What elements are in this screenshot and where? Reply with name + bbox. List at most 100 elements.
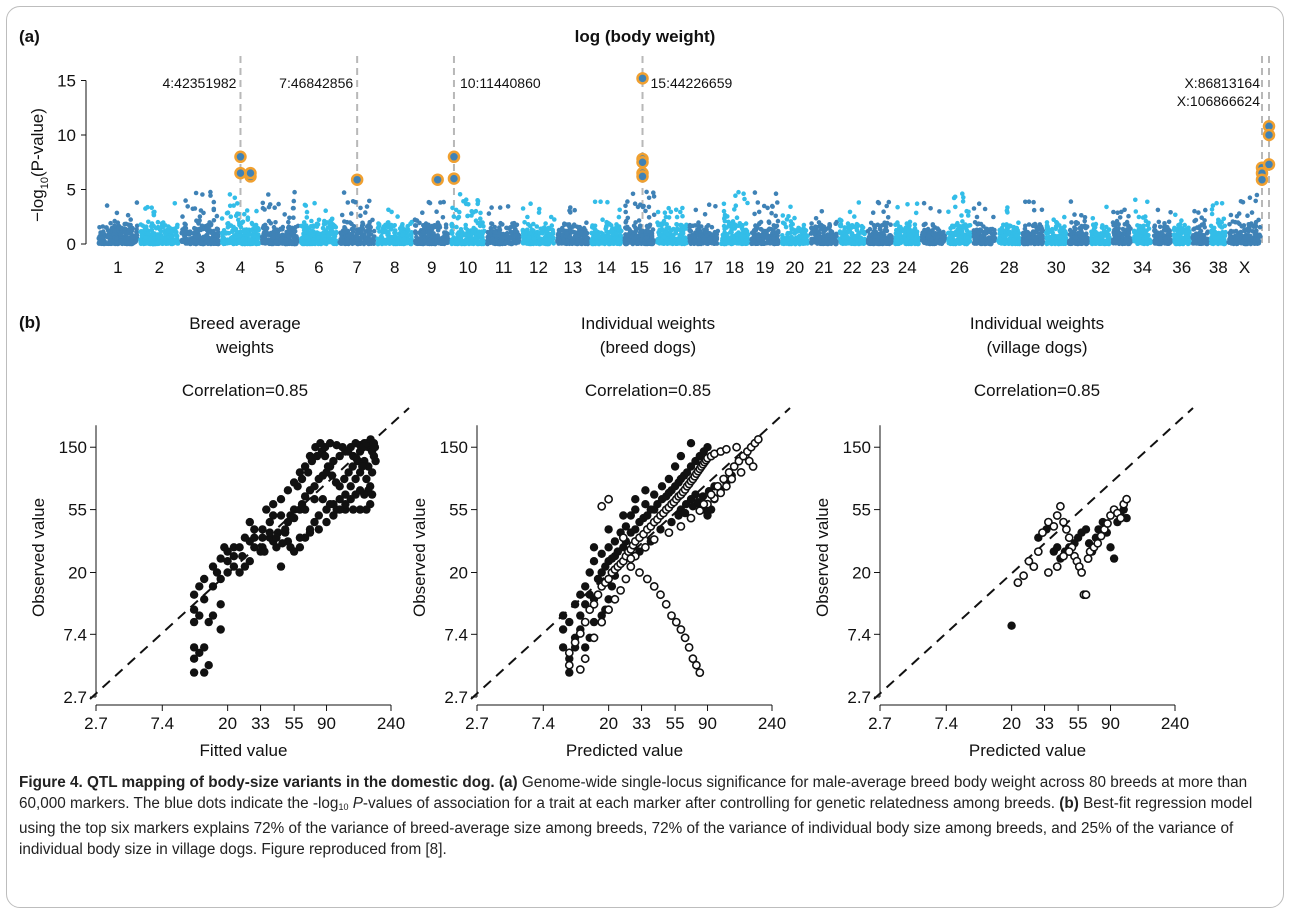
snp-point	[946, 209, 951, 215]
snp-point	[756, 221, 762, 227]
snp-point	[673, 207, 679, 213]
snp-point	[575, 239, 580, 245]
snp-point	[236, 238, 242, 244]
snp-point	[240, 236, 246, 242]
snp-point	[728, 230, 733, 235]
snp-point	[520, 234, 526, 239]
snp-point	[272, 205, 278, 210]
snp-point	[736, 189, 741, 195]
snp-point	[477, 220, 483, 226]
snp-point	[913, 237, 918, 242]
snp-point	[347, 232, 352, 237]
snp-point	[817, 223, 823, 229]
snp-point	[236, 217, 241, 223]
snp-point	[179, 230, 184, 236]
snp-point	[521, 240, 526, 246]
snp-point	[625, 237, 631, 242]
snp-point	[193, 190, 199, 196]
snp-point	[429, 227, 435, 232]
snp-point	[260, 205, 266, 211]
snp-point	[837, 217, 843, 223]
snp-point	[215, 238, 221, 243]
snp-point	[767, 226, 772, 232]
snp-point	[851, 240, 856, 246]
snp-point	[145, 231, 151, 236]
snp-point	[291, 205, 296, 211]
snp-point	[610, 240, 615, 246]
snp-point	[204, 239, 210, 244]
snp-point	[959, 213, 964, 218]
snp-point	[509, 241, 514, 246]
snp-point	[364, 224, 370, 229]
snp-point	[242, 229, 248, 235]
snp-point	[933, 231, 938, 237]
snp-point	[955, 220, 960, 226]
snp-point	[450, 230, 455, 235]
snp-point	[201, 210, 206, 216]
snp-point	[393, 228, 398, 233]
panel-a-ylabel: −log10(P-value)	[28, 108, 51, 222]
snp-point	[771, 241, 777, 246]
snp-point	[946, 230, 952, 236]
snp-point	[200, 192, 205, 197]
snp-point	[489, 205, 494, 210]
snp-point	[528, 201, 533, 206]
snp-point	[804, 237, 810, 243]
snp-point	[881, 230, 886, 236]
snp-point	[457, 209, 462, 215]
snp-point	[255, 240, 260, 245]
snp-point	[199, 241, 205, 247]
snp-point	[225, 210, 231, 215]
snp-point	[205, 232, 210, 237]
snp-point	[745, 200, 750, 206]
snp-point	[463, 222, 469, 228]
snp-point	[249, 228, 254, 233]
snp-point	[329, 231, 335, 237]
snp-point	[644, 189, 649, 195]
snp-point	[976, 221, 981, 226]
snp-point	[882, 235, 887, 241]
snp-point	[106, 228, 111, 234]
snp-point	[816, 235, 822, 241]
snp-point	[123, 221, 129, 227]
snp-point	[405, 227, 411, 232]
snp-point	[214, 226, 220, 232]
snp-point	[498, 220, 503, 226]
y-tick-label: 10	[57, 126, 76, 145]
snp-point	[321, 233, 327, 238]
snp-point	[413, 240, 419, 246]
snp-point	[242, 211, 247, 217]
snp-point	[775, 218, 781, 224]
snp-point	[231, 203, 236, 208]
snp-point	[540, 226, 545, 232]
snp-point	[118, 232, 124, 237]
snp-point	[793, 241, 798, 247]
snp-point	[855, 223, 861, 228]
snp-point	[752, 190, 758, 195]
snp-point	[497, 239, 502, 245]
snp-point	[598, 199, 603, 204]
snp-point	[244, 208, 250, 213]
snp-point	[971, 206, 977, 211]
snp-point	[441, 199, 447, 205]
panel-a-title: log (body weight)	[575, 27, 716, 46]
snp-point	[837, 229, 843, 234]
snp-point	[125, 235, 131, 241]
snp-point	[661, 218, 667, 224]
panel-a-label: (a)	[19, 27, 40, 46]
snp-point	[316, 217, 322, 223]
snp-point	[959, 238, 964, 244]
snp-point	[696, 220, 701, 225]
snp-point	[593, 228, 598, 233]
snp-point	[646, 195, 652, 201]
snp-point	[286, 234, 292, 239]
snp-point	[576, 229, 581, 235]
snp-point	[987, 229, 993, 235]
snp-point	[239, 220, 244, 226]
snp-point	[765, 205, 770, 211]
snp-point	[228, 214, 234, 219]
snp-point	[281, 241, 287, 246]
snp-point	[921, 231, 927, 237]
snp-point	[238, 229, 243, 235]
snp-point	[287, 215, 292, 221]
